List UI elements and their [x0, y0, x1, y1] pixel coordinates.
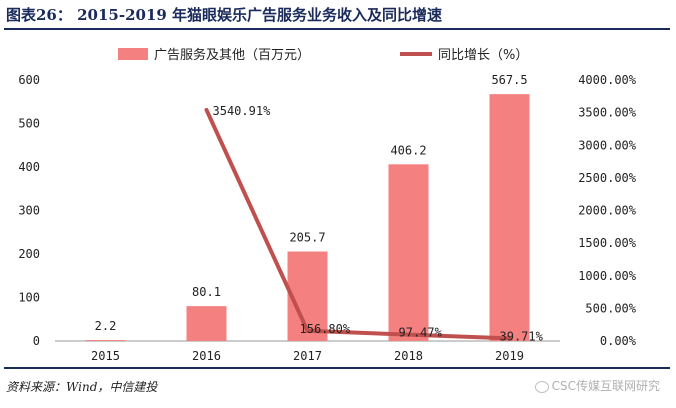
title-divider [4, 28, 670, 30]
x-tick-label: 2016 [192, 349, 221, 363]
wechat-icon [534, 380, 549, 393]
watermark: CSC传媒互联网研究 [534, 377, 660, 394]
line-point [407, 333, 410, 337]
y-right-tick-label: 4000.00% [578, 73, 637, 87]
y-left-tick-label: 100 [18, 291, 40, 305]
line-data-label: 156.80% [300, 322, 351, 336]
growth-line [204, 107, 512, 341]
watermark-text: CSC传媒互联网研究 [551, 379, 660, 393]
line-point [306, 329, 309, 333]
bar-data-label: 406.2 [390, 143, 426, 157]
bar [85, 340, 126, 341]
y-right-tick-label: 2000.00% [578, 204, 637, 218]
legend-line-label: 同比增长（%） [438, 48, 528, 63]
line-data-label: 97.47% [399, 326, 443, 340]
chart-title: 图表26： 2015-2019 年猫眼娱乐广告服务业务收入及同比增速 [6, 6, 443, 24]
bar [186, 306, 227, 341]
bar-data-label: 80.1 [192, 285, 221, 299]
line-data-label: 3540.91% [213, 104, 272, 118]
y-right-tick-label: 0.00% [600, 334, 637, 348]
y-left-tick-label: 400 [18, 160, 40, 174]
bar-data-label: 2.2 [95, 319, 117, 333]
bar [388, 164, 429, 341]
line-point [205, 108, 208, 112]
legend-bar-label: 广告服务及其他（百万元） [154, 47, 310, 63]
line-point [508, 336, 511, 340]
y-right-tick-label: 3000.00% [578, 138, 637, 152]
bar-data-label: 567.5 [491, 73, 527, 87]
y-right-tick-label: 3500.00% [578, 106, 637, 120]
bar-data-label: 205.7 [289, 231, 325, 245]
y-left-tick-label: 600 [18, 73, 40, 87]
x-tick-label: 2015 [91, 349, 120, 363]
y-right-tick-label: 1000.00% [578, 269, 637, 283]
y-right-tick-label: 500.00% [585, 301, 636, 315]
y-left-tick-label: 500 [18, 117, 40, 131]
y-right-tick-label: 1500.00% [578, 236, 637, 250]
y-left-tick-label: 0 [33, 334, 40, 348]
source-note: 资料来源：Wind，中信建投 [6, 380, 158, 394]
y-right-tick-label: 2500.00% [578, 171, 637, 185]
y-left-tick-label: 200 [18, 247, 40, 261]
y-left-tick-label: 300 [18, 204, 40, 218]
footer-divider [4, 367, 670, 369]
legend-bar-swatch [118, 48, 148, 60]
bar [489, 94, 530, 341]
x-tick-label: 2017 [293, 349, 322, 363]
x-tick-label: 2019 [495, 349, 524, 363]
x-tick-label: 2018 [394, 349, 423, 363]
line-data-label: 39.71% [500, 329, 544, 343]
